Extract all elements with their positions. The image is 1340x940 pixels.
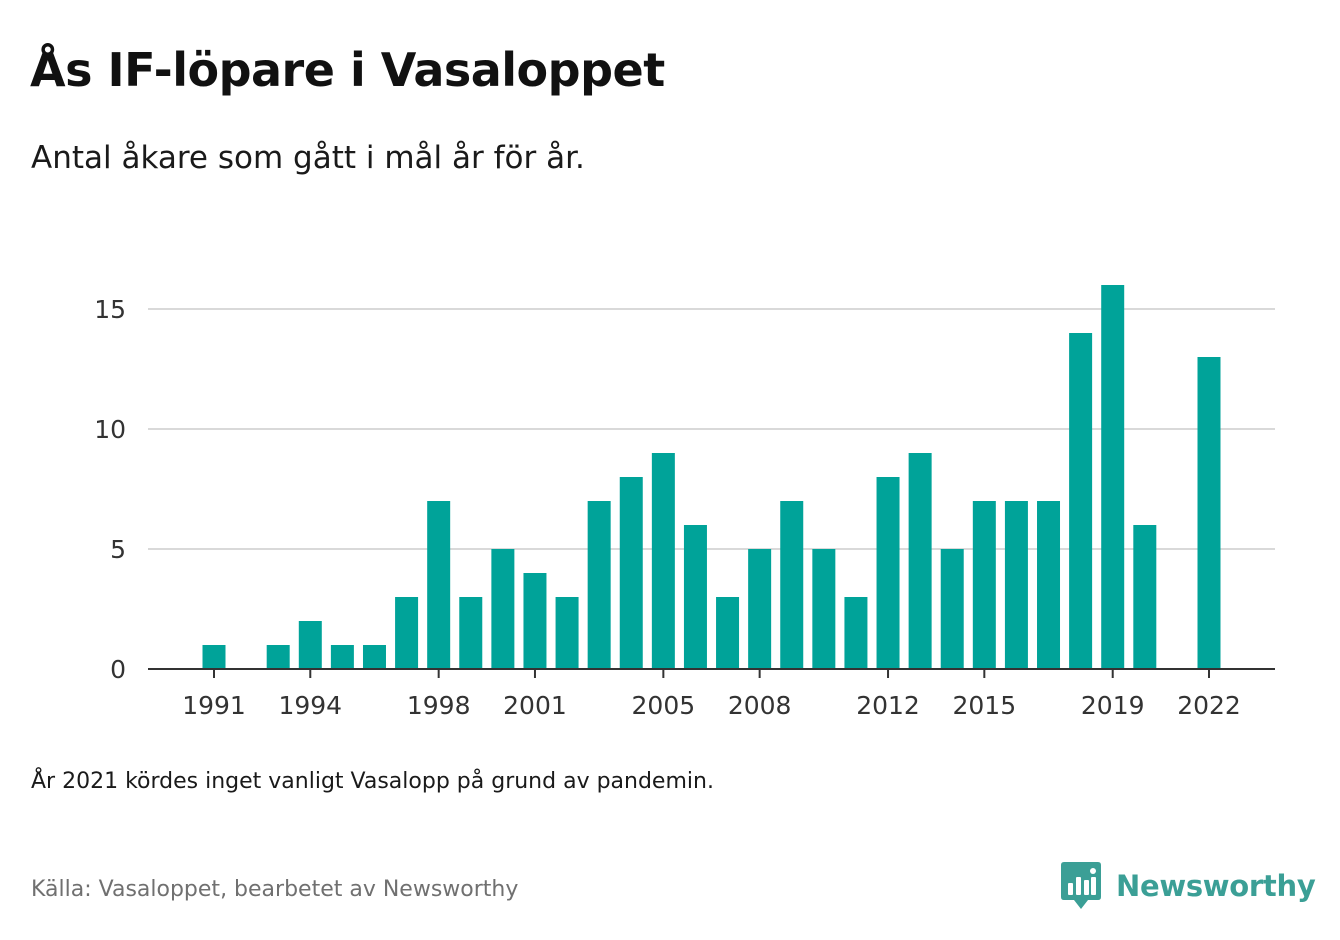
x-tick-label: 2012 xyxy=(856,691,920,720)
bar-2010 xyxy=(812,549,836,669)
bar-2022 xyxy=(1197,357,1221,669)
y-axis-ticks: 0 5 10 15 xyxy=(94,295,126,684)
bar-2004 xyxy=(619,477,643,669)
bar-2013 xyxy=(908,453,932,669)
newsworthy-brand[interactable]: Newsworthy xyxy=(1060,860,1316,912)
bar-2016 xyxy=(1004,501,1028,669)
x-tick-label: 2015 xyxy=(953,691,1017,720)
bar-2005 xyxy=(651,453,675,669)
bar-2001 xyxy=(523,573,547,669)
bars xyxy=(202,285,1221,669)
x-tick-label: 2008 xyxy=(728,691,792,720)
brand-name: Newsworthy xyxy=(1116,869,1316,903)
chart-subtitle: Antal åkare som gått i mål år för år. xyxy=(31,140,585,176)
bar-2002 xyxy=(555,597,579,669)
chart-note: År 2021 kördes inget vanligt Vasalopp på… xyxy=(31,769,714,794)
bar-1996 xyxy=(362,645,386,669)
bar-2000 xyxy=(491,549,515,669)
bar-2007 xyxy=(716,597,740,669)
bar-2017 xyxy=(1037,501,1061,669)
bar-2008 xyxy=(748,549,772,669)
x-axis-ticks: 1991 1994 1998 2001 2005 2008 2012 2015 2019 2022 xyxy=(182,669,1241,720)
bar-2003 xyxy=(587,501,611,669)
x-tick-label: 1991 xyxy=(182,691,246,720)
chart-title: Ås IF-löpare i Vasaloppet xyxy=(30,43,665,97)
bar-1993 xyxy=(266,645,290,669)
y-tick-label: 10 xyxy=(94,415,126,444)
x-tick-label: 2005 xyxy=(632,691,696,720)
bar-2009 xyxy=(780,501,804,669)
bar-2015 xyxy=(972,501,996,669)
bar-2011 xyxy=(844,597,868,669)
x-tick-label: 2001 xyxy=(503,691,567,720)
x-tick-label: 1998 xyxy=(407,691,471,720)
bar-2006 xyxy=(683,525,707,669)
bar-1997 xyxy=(395,597,419,669)
bar-1999 xyxy=(459,597,483,669)
y-tick-label: 5 xyxy=(110,535,126,564)
bar-2019 xyxy=(1101,285,1125,669)
bar-1994 xyxy=(298,621,322,669)
y-tick-label: 15 xyxy=(94,295,126,324)
newsworthy-logo-icon xyxy=(1061,862,1101,909)
y-tick-label: 0 xyxy=(110,655,126,684)
x-tick-label: 2019 xyxy=(1081,691,1145,720)
x-tick-label: 1994 xyxy=(278,691,342,720)
source-credit: Källa: Vasaloppet, bearbetet av Newswort… xyxy=(31,877,519,902)
x-tick-label: 2022 xyxy=(1177,691,1241,720)
bar-2020 xyxy=(1133,525,1157,669)
bar-2012 xyxy=(876,477,900,669)
bar-1995 xyxy=(330,645,354,669)
bar-1998 xyxy=(427,501,451,669)
bar-1991 xyxy=(202,645,226,669)
bar-2018 xyxy=(1069,333,1093,669)
bar-2014 xyxy=(940,549,964,669)
